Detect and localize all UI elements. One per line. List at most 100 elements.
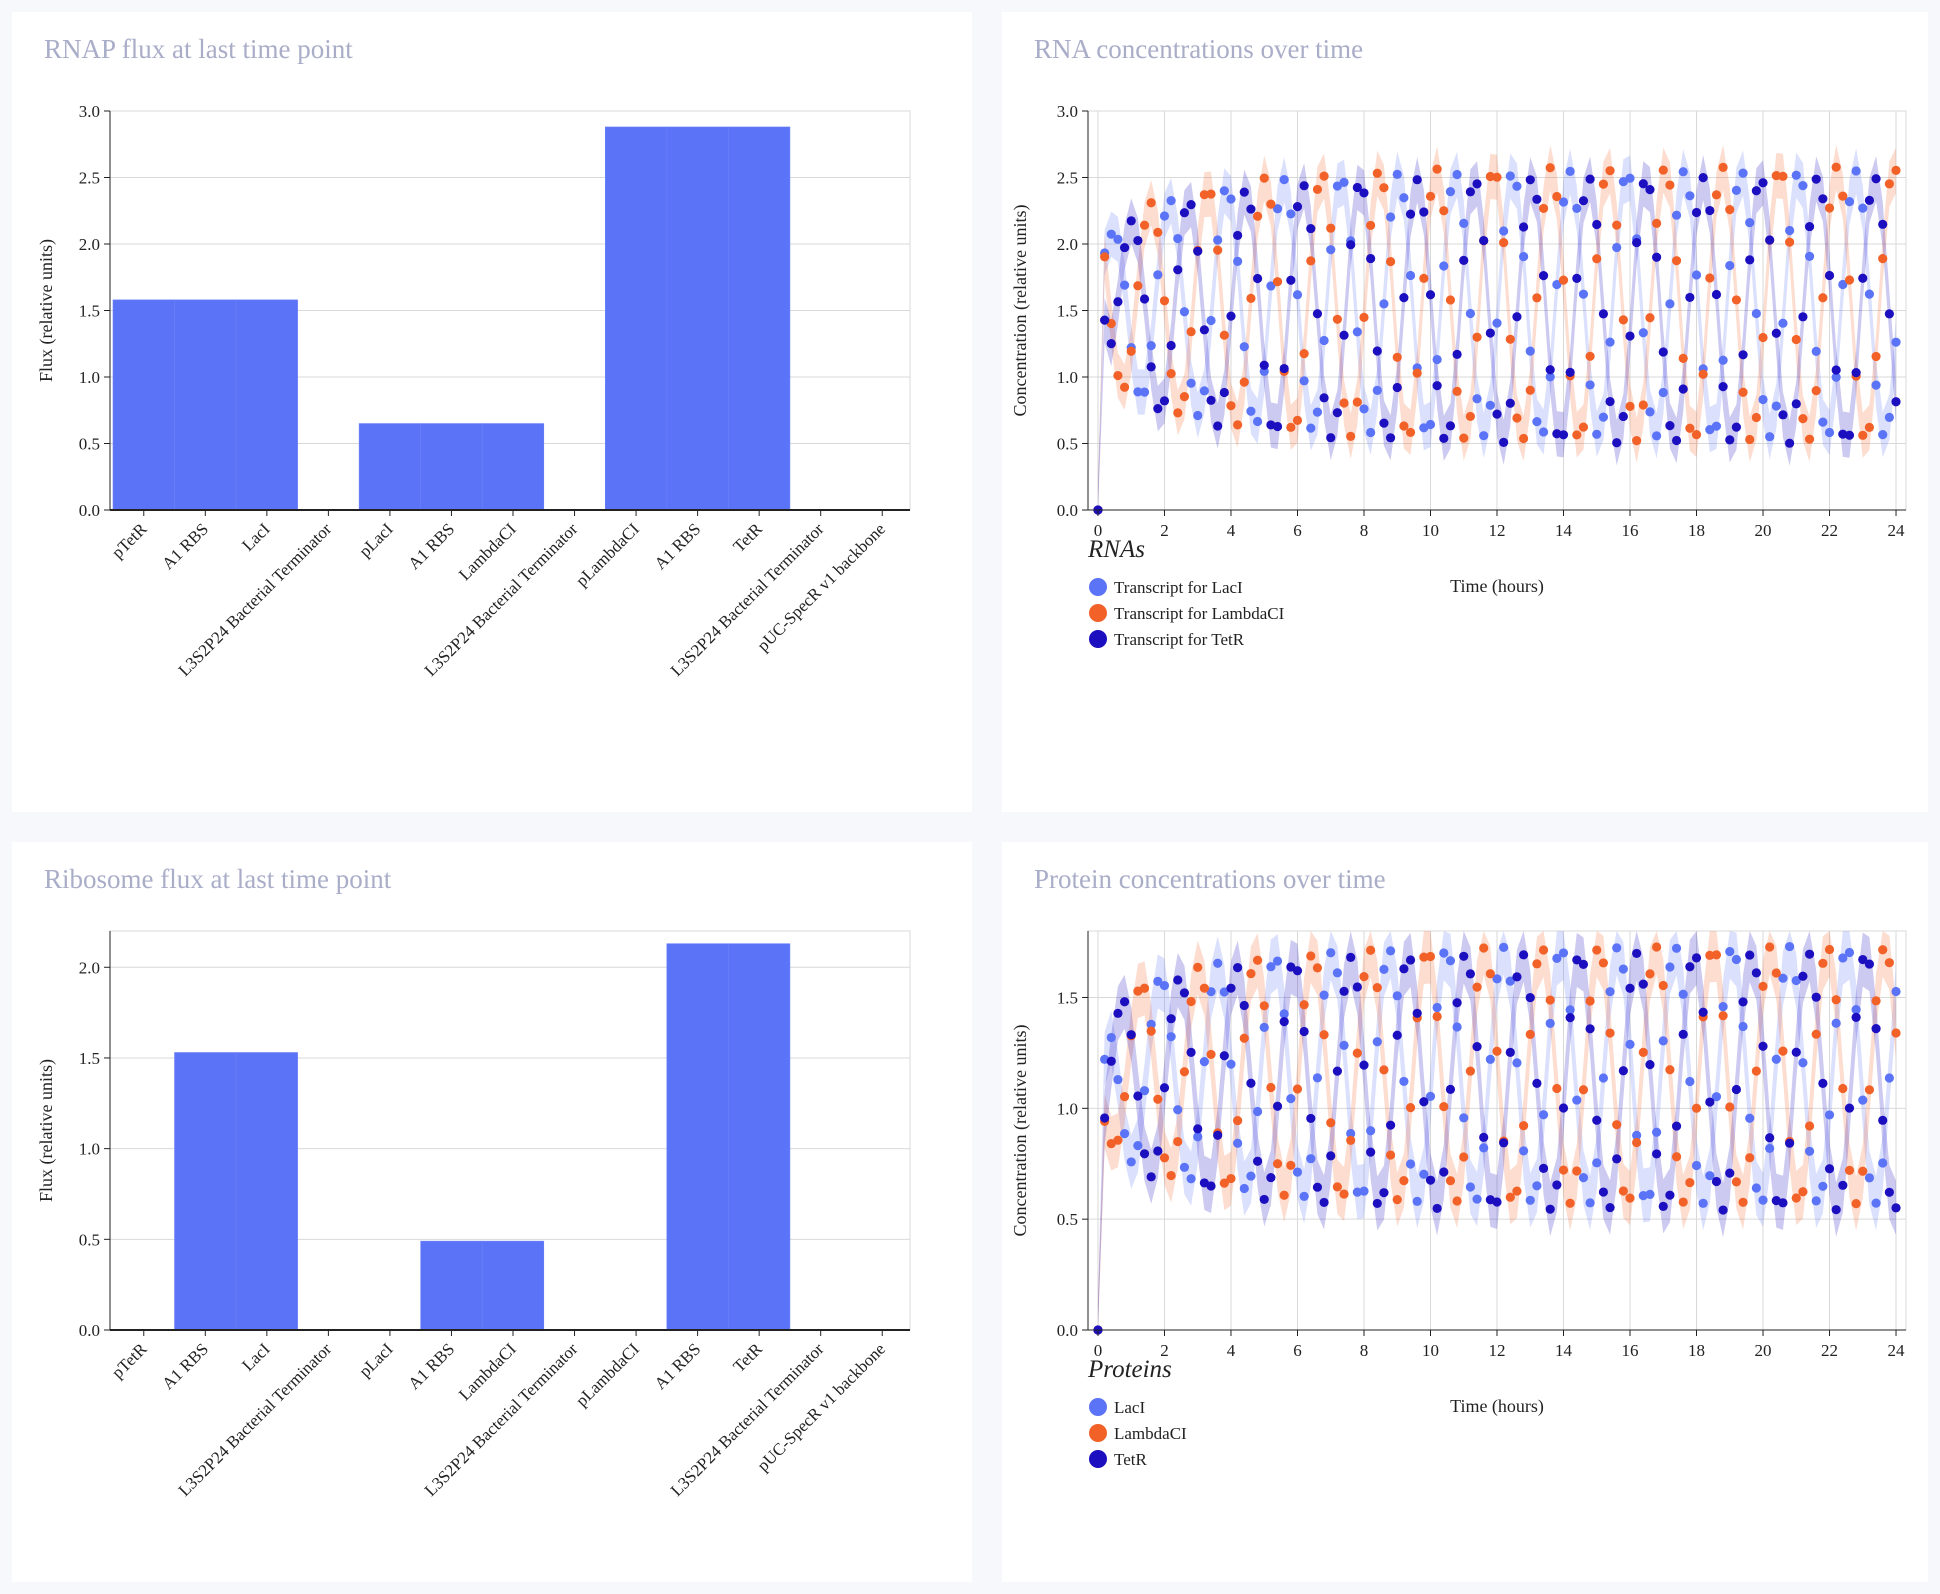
data-point xyxy=(1585,380,1595,390)
data-point xyxy=(1512,972,1522,982)
y-tick-label: 1.5 xyxy=(79,302,100,321)
data-point xyxy=(1233,1115,1243,1126)
data-point xyxy=(1292,1084,1303,1094)
data-point xyxy=(1306,1154,1316,1164)
data-point xyxy=(1731,954,1742,965)
data-point xyxy=(1685,191,1695,201)
data-point xyxy=(1485,328,1495,338)
data-point xyxy=(1725,204,1735,215)
data-point xyxy=(1352,182,1362,193)
x-tick-label: LambdaCI xyxy=(455,1339,520,1404)
data-point xyxy=(1139,1149,1150,1159)
data-point xyxy=(1691,953,1702,963)
data-point xyxy=(1419,273,1429,283)
data-point xyxy=(1279,1009,1289,1019)
data-point xyxy=(1811,992,1821,1002)
protein-concentration-panel: Protein concentrations over time 0.0 0.5 1… xyxy=(1002,842,1928,1582)
data-point xyxy=(1352,982,1362,992)
bars xyxy=(112,126,791,511)
data-point xyxy=(1851,166,1861,176)
data-point xyxy=(1691,430,1702,440)
data-point xyxy=(1605,166,1615,176)
data-point xyxy=(1858,203,1868,213)
data-point xyxy=(1838,191,1848,201)
data-point xyxy=(1658,1201,1668,1211)
data-points xyxy=(1093,941,1901,1335)
data-point xyxy=(1572,203,1582,214)
data-point xyxy=(1366,945,1376,955)
x-tick-label: LacI xyxy=(238,1339,274,1375)
data-point xyxy=(1392,1030,1402,1040)
data-point xyxy=(1844,275,1855,285)
data-point xyxy=(1399,1076,1409,1087)
data-point xyxy=(1751,1066,1761,1076)
data-point xyxy=(1804,221,1815,232)
data-point xyxy=(1499,437,1509,447)
data-point xyxy=(1332,408,1342,418)
data-point xyxy=(1279,363,1289,374)
data-point xyxy=(1452,1022,1462,1032)
x-tick-label: LacI xyxy=(238,519,274,555)
data-point xyxy=(1665,962,1675,972)
y-tick-label: 2.0 xyxy=(79,958,100,977)
data-point xyxy=(1219,1178,1229,1188)
data-point xyxy=(1465,308,1475,319)
data-point xyxy=(1731,1084,1742,1095)
data-point xyxy=(1326,223,1336,233)
data-point xyxy=(1226,1173,1236,1184)
data-point xyxy=(1785,438,1795,448)
data-point xyxy=(1738,997,1748,1007)
data-point xyxy=(1133,235,1143,246)
data-point xyxy=(1292,202,1303,212)
data-point xyxy=(1578,1085,1589,1095)
data-point xyxy=(1811,1029,1821,1039)
data-point xyxy=(1306,423,1316,433)
data-point xyxy=(1798,971,1808,981)
legend: Proteins LacI LambdaCI TetR xyxy=(1087,1356,1187,1469)
data-point xyxy=(1858,1095,1868,1105)
rna-concentration-panel: RNA concentrations over time 0.0 0.5 1.0 1.… xyxy=(1002,12,1928,812)
data-point xyxy=(1419,1169,1429,1179)
data-point xyxy=(1705,1097,1715,1107)
data-point xyxy=(1758,178,1768,188)
data-point xyxy=(1239,187,1249,197)
data-point xyxy=(1585,1024,1595,1034)
data-point xyxy=(1292,290,1303,300)
rnap-flux-panel: RNAP flux at last time point 0.0 0.5 1.0 1.… xyxy=(12,12,972,812)
data-point xyxy=(1399,193,1409,203)
data-point xyxy=(1864,195,1875,206)
data-point xyxy=(1558,1103,1569,1113)
data-point xyxy=(1565,367,1575,377)
data-point xyxy=(1233,420,1243,430)
data-point xyxy=(1146,1026,1156,1036)
data-point xyxy=(1718,1011,1728,1021)
data-point xyxy=(1359,188,1369,198)
data-point xyxy=(1632,1130,1642,1140)
data-point xyxy=(1352,397,1362,407)
data-point xyxy=(1459,1113,1469,1123)
data-point xyxy=(1146,198,1156,208)
legend-swatch xyxy=(1089,1424,1107,1442)
data-point xyxy=(1226,311,1236,321)
x-tick-label: 0 xyxy=(1094,1341,1103,1360)
data-point xyxy=(1346,240,1356,250)
data-point xyxy=(1133,387,1143,397)
data-point xyxy=(1578,1173,1589,1183)
x-tick-label: 14 xyxy=(1555,1341,1573,1360)
data-point xyxy=(1824,944,1835,955)
data-point xyxy=(1219,1051,1229,1061)
data-point xyxy=(1139,387,1150,397)
data-point xyxy=(1213,235,1223,245)
data-point xyxy=(1425,290,1436,300)
data-point xyxy=(1685,1076,1695,1087)
bar xyxy=(481,423,545,511)
data-point xyxy=(1279,175,1289,185)
data-point xyxy=(1512,413,1522,423)
data-point xyxy=(1745,434,1755,445)
data-point xyxy=(1538,1163,1549,1173)
data-point xyxy=(1326,1118,1336,1128)
data-point xyxy=(1519,950,1529,960)
data-point xyxy=(1652,942,1662,952)
x-tick-label: pTetR xyxy=(108,1339,151,1382)
data-point xyxy=(1645,407,1655,417)
